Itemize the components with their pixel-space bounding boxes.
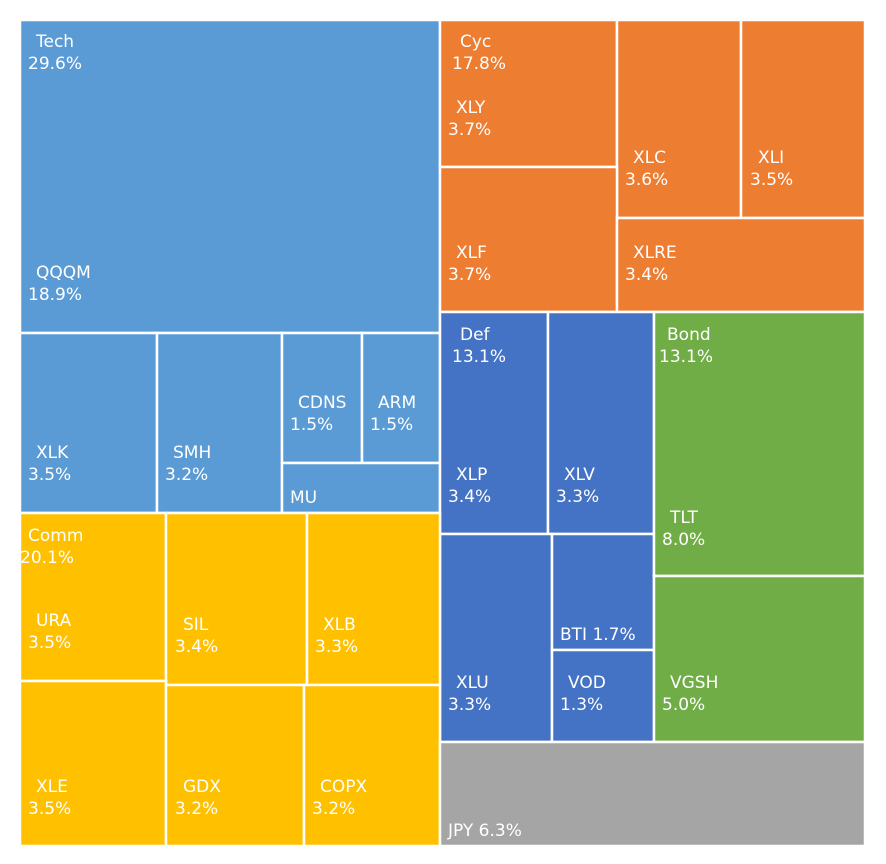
tile-value-gdx: 3.2%	[175, 799, 218, 819]
tile-name-xlb: XLB	[323, 615, 356, 635]
tile-value-arm: 1.5%	[370, 415, 413, 435]
tile-value-xli: 3.5%	[750, 170, 793, 190]
tile-xly	[438, 18, 619, 169]
tile-value-xlre: 3.4%	[625, 265, 668, 285]
tile-value-xle: 3.5%	[28, 799, 71, 819]
tile-value-vod: 1.3%	[560, 695, 603, 715]
tile-xli	[739, 18, 867, 220]
tile-xlu	[438, 532, 554, 744]
tile-tlt	[652, 310, 867, 578]
tile-name-xly: XLY	[456, 98, 486, 118]
tile-ura	[18, 511, 168, 683]
tile-value-ura: 3.5%	[28, 633, 71, 653]
tile-name-xlf: XLF	[456, 243, 487, 263]
group-name-tech: Tech	[35, 32, 74, 52]
tile-name-xli: XLI	[758, 148, 784, 168]
group-value-comm: 20.1%	[20, 548, 74, 568]
tile-arm	[360, 331, 442, 465]
tile-value-xlp: 3.4%	[448, 487, 491, 507]
tile-name-tlt: TLT	[669, 508, 699, 528]
tile-name-smh: SMH	[173, 443, 211, 463]
group-value-def: 13.1%	[452, 347, 506, 367]
tile-value-xlv: 3.3%	[556, 487, 599, 507]
tile-copx	[302, 683, 442, 848]
tile-cdns	[280, 331, 364, 465]
group-name-bond: Bond	[667, 325, 711, 345]
tile-qqqm	[18, 18, 442, 335]
tile-name-xlc: XLC	[633, 148, 666, 168]
tile-value-xlf: 3.7%	[448, 265, 491, 285]
tile-name-arm: ARM	[378, 393, 416, 413]
tile-label-jpy: JPY 6.3%	[447, 821, 522, 841]
tile-xle	[18, 679, 168, 848]
tile-name-gdx: GDX	[183, 777, 221, 797]
tile-name-xlv: XLV	[564, 465, 595, 485]
tile-name-vgsh: VGSH	[670, 673, 718, 693]
tile-smh	[155, 331, 284, 515]
tile-value-xlc: 3.6%	[625, 170, 668, 190]
tile-vgsh	[652, 574, 867, 744]
tile-label-mu: MU	[290, 488, 317, 508]
tile-sil	[164, 511, 309, 687]
tile-name-cdns: CDNS	[298, 393, 346, 413]
group-jpy: JPY 6.3%	[438, 740, 867, 848]
tile-name-vod: VOD	[568, 673, 606, 693]
tile-value-copx: 3.2%	[312, 799, 355, 819]
tile-xlb	[305, 511, 442, 687]
group-tech: QQQM18.9%XLK3.5%SMH3.2%CDNS1.5%ARM1.5%MU…	[18, 18, 442, 515]
tile-value-vgsh: 5.0%	[662, 695, 705, 715]
tile-value-cdns: 1.5%	[290, 415, 333, 435]
tile-xlp	[438, 310, 550, 536]
tile-name-xle: XLE	[36, 777, 68, 797]
group-name-cyc: Cyc	[460, 32, 491, 52]
tile-name-xlu: XLU	[456, 673, 489, 693]
tile-label-bti: BTI 1.7%	[560, 625, 636, 645]
group-comm: URA3.5%SIL3.4%XLB3.3%XLE3.5%GDX3.2%COPX3…	[18, 511, 442, 848]
tile-xlf	[438, 165, 619, 314]
tile-xlk	[18, 331, 159, 515]
tile-name-xlp: XLP	[456, 465, 487, 485]
tile-value-xlb: 3.3%	[315, 637, 358, 657]
tile-value-xly: 3.7%	[448, 120, 491, 140]
group-value-bond: 13.1%	[659, 347, 713, 367]
tile-value-xlk: 3.5%	[28, 465, 71, 485]
tile-value-xlu: 3.3%	[448, 695, 491, 715]
tile-name-xlk: XLK	[36, 443, 69, 463]
group-cyc: XLY3.7%XLC3.6%XLI3.5%XLF3.7%XLRE3.4%Cyc1…	[438, 18, 867, 314]
group-value-tech: 29.6%	[28, 54, 82, 74]
tile-jpy	[438, 740, 867, 848]
group-value-cyc: 17.8%	[452, 54, 506, 74]
group-name-def: Def	[460, 325, 491, 345]
tile-name-xlre: XLRE	[633, 243, 677, 263]
group-name-comm: Comm	[28, 526, 83, 546]
tile-name-ura: URA	[36, 611, 72, 631]
tile-value-sil: 3.4%	[175, 637, 218, 657]
tile-name-sil: SIL	[183, 615, 209, 635]
tile-name-qqqm: QQQM	[36, 263, 91, 283]
tile-gdx	[164, 683, 306, 848]
tile-value-qqqm: 18.9%	[28, 285, 82, 305]
tile-name-copx: COPX	[320, 777, 368, 797]
tile-value-tlt: 8.0%	[662, 530, 705, 550]
tile-vod	[550, 648, 656, 744]
tile-value-smh: 3.2%	[165, 465, 208, 485]
